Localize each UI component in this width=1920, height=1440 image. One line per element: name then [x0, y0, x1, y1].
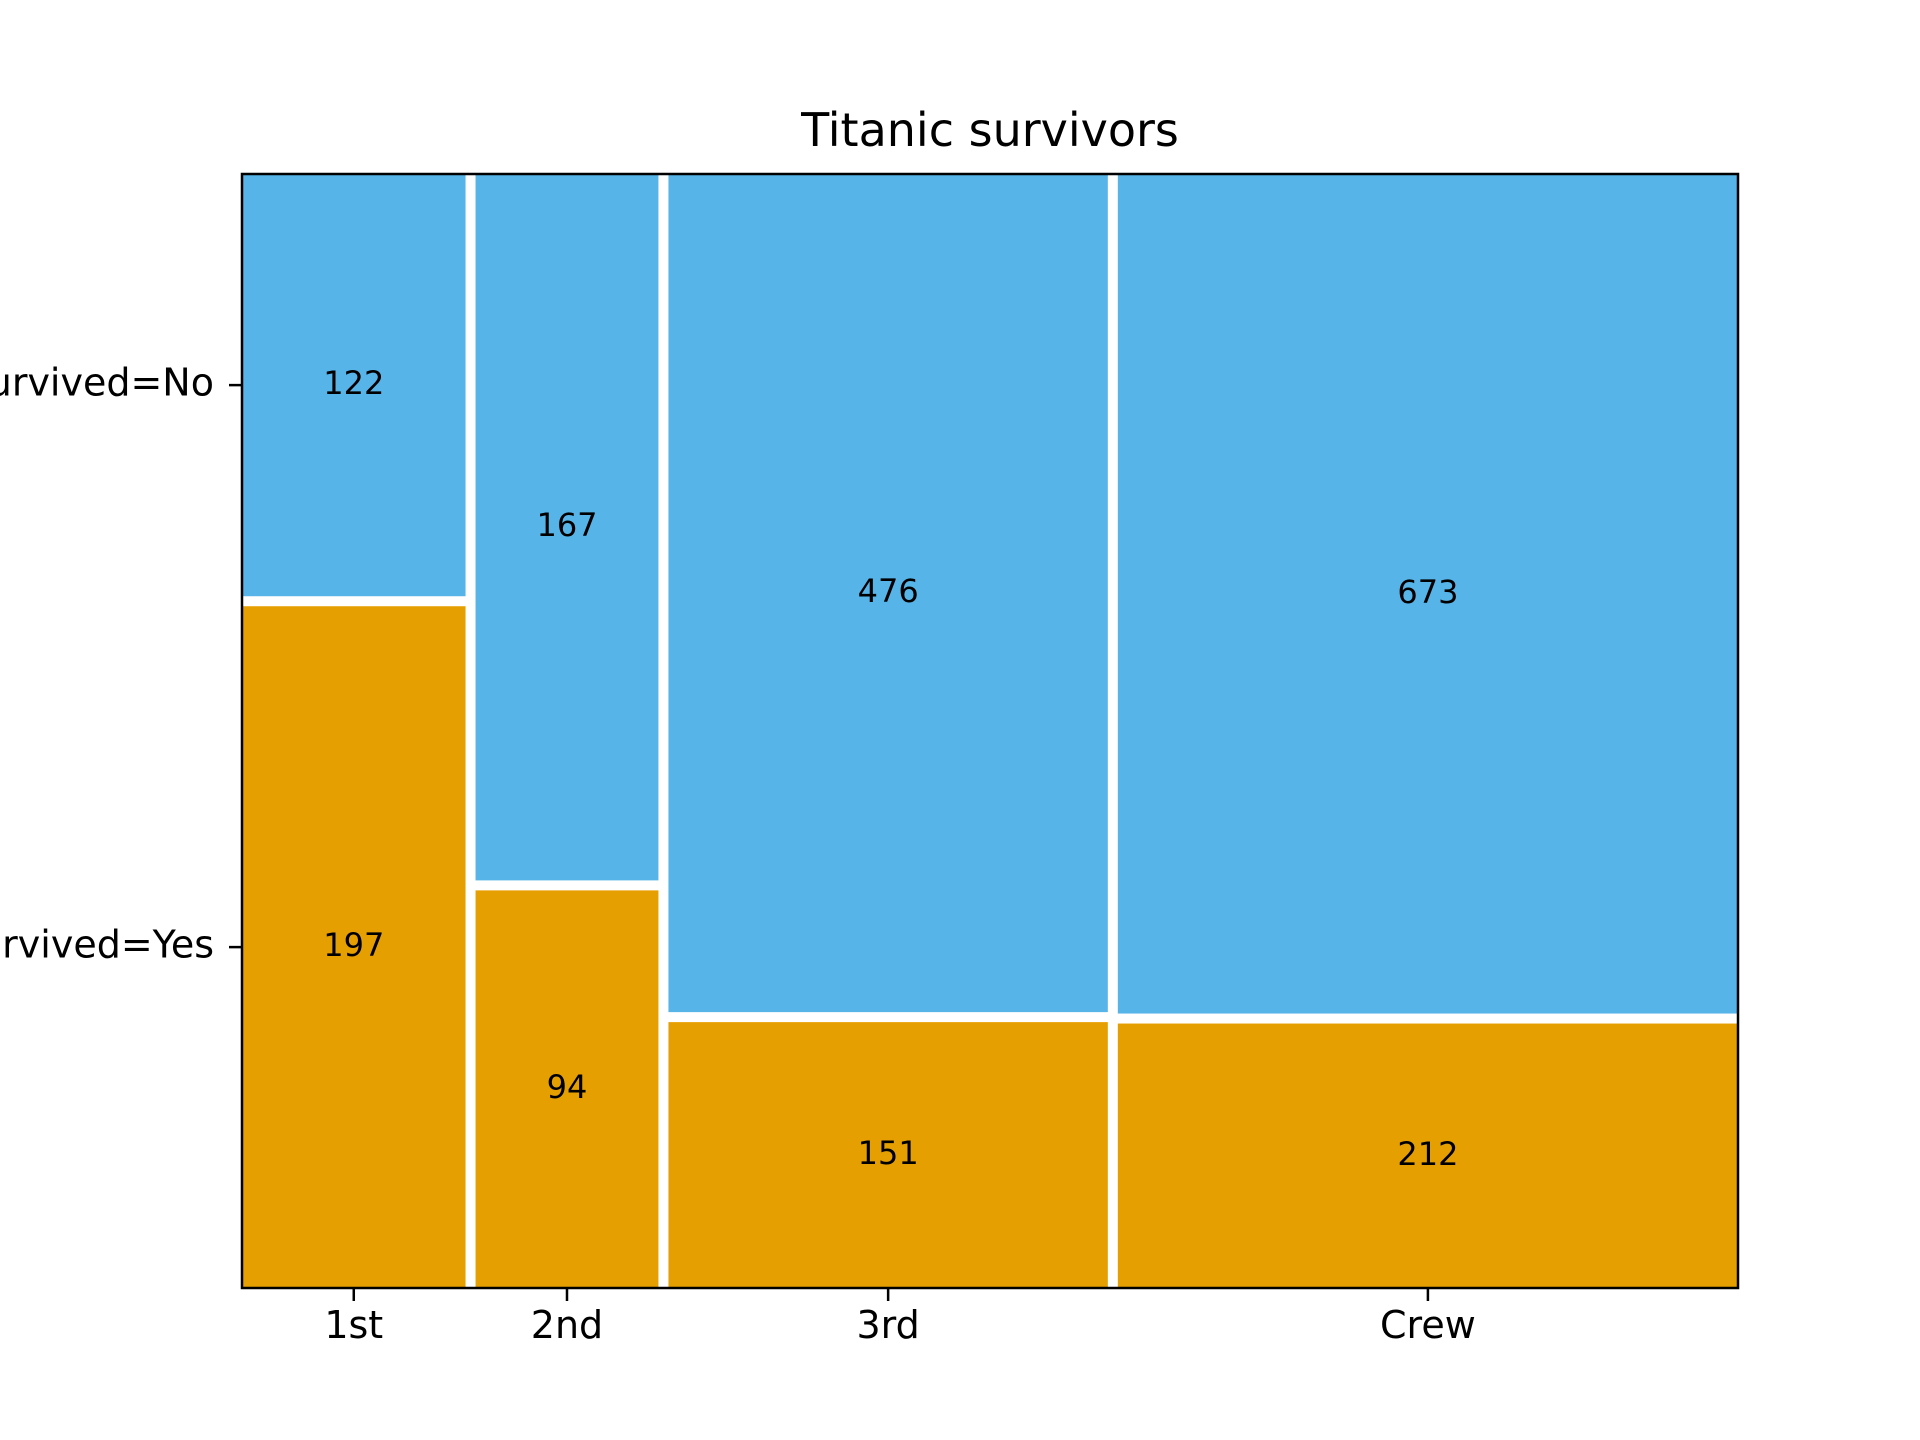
x-tick-label-1st: 1st [324, 1303, 383, 1347]
x-tick-label-2nd: 2nd [531, 1303, 603, 1347]
cell-label-2nd-yes: 94 [547, 1068, 588, 1106]
plot-frame [240, 172, 1740, 1290]
y-tick-label-1: Survived=Yes [0, 923, 214, 967]
x-tick-label-3rd: 3rd [857, 1303, 920, 1347]
cell-label-2nd-no: 167 [536, 506, 597, 544]
cell-2nd-no [475, 174, 659, 881]
cell-1st-yes [242, 606, 466, 1288]
y-tick-label-0: Survived=No [0, 361, 214, 405]
cell-label-3rd-yes: 151 [858, 1134, 919, 1172]
y-axis: Survived=No Survived=Yes [0, 361, 242, 967]
cell-crew-no [1117, 174, 1738, 1014]
cell-label-crew-no: 673 [1397, 573, 1458, 611]
cell-1st-no [242, 174, 466, 597]
mosaic-cells [242, 174, 1738, 1288]
cell-3rd-yes [668, 1022, 1108, 1288]
cell-label-1st-no: 122 [323, 364, 384, 402]
x-axis: 1st 2nd 3rd Crew [324, 1288, 1476, 1347]
cell-labels: 122 197 167 94 476 151 673 212 [323, 364, 1458, 1173]
cell-label-crew-yes: 212 [1397, 1135, 1458, 1173]
cell-2nd-yes [475, 890, 659, 1288]
cell-3rd-no [668, 174, 1108, 1013]
cell-crew-yes [1117, 1023, 1738, 1288]
x-tick-label-crew: Crew [1380, 1303, 1476, 1347]
chart-title: Titanic survivors [800, 103, 1179, 157]
cell-label-1st-yes: 197 [323, 926, 384, 964]
cell-label-3rd-no: 476 [858, 572, 919, 610]
